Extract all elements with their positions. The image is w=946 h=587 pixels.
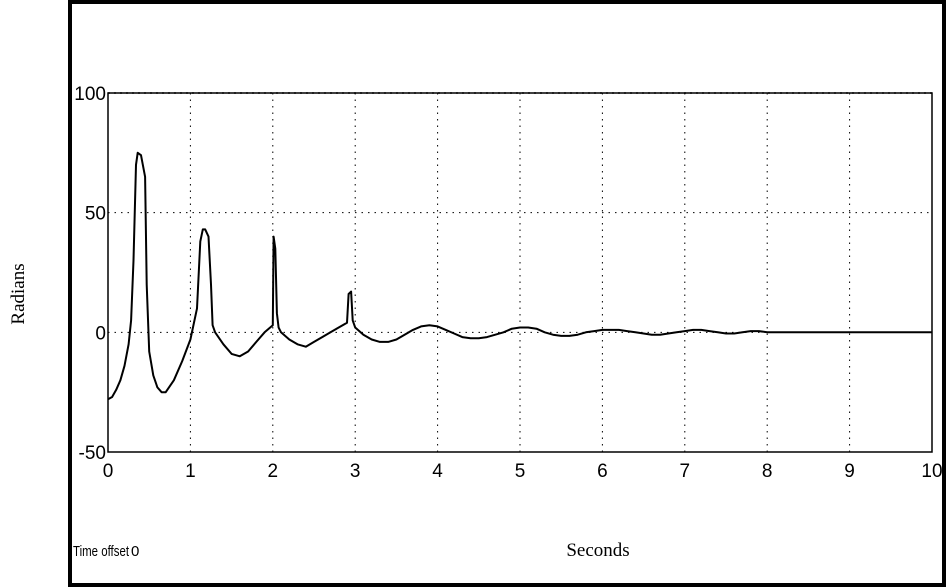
x-tick-label: 7 — [680, 461, 691, 482]
time-offset-value: 0 — [131, 543, 139, 560]
y-tick-label: 50 — [85, 204, 106, 225]
x-tick-label: 2 — [268, 461, 279, 482]
series-line — [107, 151, 932, 401]
x-tick-label: 9 — [844, 461, 855, 482]
axes-box — [107, 92, 933, 453]
x-tick-label: 6 — [597, 461, 608, 482]
time-offset-label: Time offset — [73, 543, 130, 560]
x-tick-label: 10 — [921, 461, 942, 482]
x-tick-label: 8 — [762, 461, 773, 482]
y-tick-label: 100 — [74, 84, 106, 105]
x-tick-label: 0 — [103, 461, 114, 482]
y-tick-label: -50 — [79, 443, 106, 464]
figure-frame — [68, 0, 946, 587]
x-tick-label: 1 — [185, 461, 196, 482]
x-tick-label: 3 — [350, 461, 361, 482]
grid-lines — [108, 92, 932, 452]
y-tick-label: 0 — [95, 323, 106, 344]
y-axis-label: Radians — [8, 263, 29, 324]
x-tick-label: 5 — [515, 461, 526, 482]
x-axis-label: Seconds — [566, 540, 629, 561]
x-tick-label: 4 — [432, 461, 443, 482]
